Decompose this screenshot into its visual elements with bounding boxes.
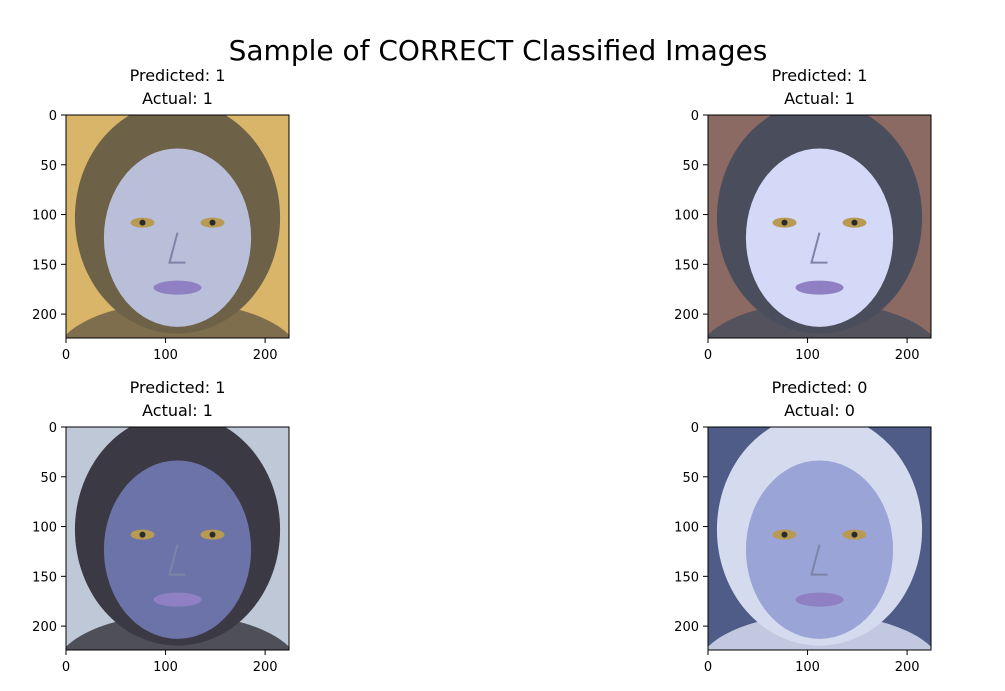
x-tick-label: 100 [153,348,178,363]
face-image [708,115,931,338]
y-tick-label: 100 [674,521,699,536]
x-tick-label: 200 [895,660,920,675]
y-tick-label: 200 [32,308,57,323]
axes-frame [707,426,932,651]
face-image [66,115,289,338]
y-tick-label: 50 [682,471,699,486]
y-tick-label: 150 [32,570,57,585]
y-tick-label: 0 [49,421,57,436]
x-tick-label: 200 [253,660,278,675]
subplot-3: Predicted: 1 Actual: 1 0 50 100 150 200 0 100 200 [32,378,290,675]
subplots-grid: Predicted: 1 Actual: 1 0 50 100 150 200 0 100 200… [32,66,932,675]
x-tick-label: 100 [795,660,820,675]
y-tick-label: 0 [691,109,699,124]
predicted-label: Predicted: 1 [130,66,226,85]
x-tick-label: 0 [62,348,70,363]
y-tick-label: 100 [32,521,57,536]
y-tick-label: 0 [49,109,57,124]
x-tick-label: 100 [795,348,820,363]
y-tick-label: 50 [40,471,57,486]
figure-title: Sample of CORRECT Classified Images [229,34,768,67]
y-tick-label: 200 [674,620,699,635]
y-tick-label: 200 [32,620,57,635]
y-tick-label: 50 [40,159,57,174]
face-image [708,427,931,650]
x-tick-label: 0 [62,660,70,675]
subplot-4: Predicted: 0 Actual: 0 0 50 100 150 200 0 100 200 [674,378,932,675]
y-tick-label: 150 [32,258,57,273]
x-tick-label: 0 [704,348,712,363]
y-tick-label: 200 [674,308,699,323]
axes-frame [707,114,932,339]
predicted-label: Predicted: 0 [772,378,868,397]
axes-frame [65,426,290,651]
actual-label: Actual: 1 [142,89,213,108]
axes-frame [65,114,290,339]
predicted-label: Predicted: 1 [130,378,226,397]
x-tick-label: 200 [253,348,278,363]
x-tick-label: 100 [153,660,178,675]
x-tick-label: 0 [704,660,712,675]
actual-label: Actual: 1 [142,401,213,420]
y-tick-label: 0 [691,421,699,436]
y-tick-label: 150 [674,570,699,585]
predicted-label: Predicted: 1 [772,66,868,85]
subplot-1: Predicted: 1 Actual: 1 0 50 100 150 200 0 100 200 [32,66,290,363]
x-tick-label: 200 [895,348,920,363]
actual-label: Actual: 0 [784,401,855,420]
face-image [66,427,289,650]
subplot-2: Predicted: 1 Actual: 1 0 50 100 150 200 0 100 200 [674,66,932,363]
y-tick-label: 150 [674,258,699,273]
y-tick-label: 50 [682,159,699,174]
actual-label: Actual: 1 [784,89,855,108]
y-tick-label: 100 [674,209,699,224]
y-tick-label: 100 [32,209,57,224]
